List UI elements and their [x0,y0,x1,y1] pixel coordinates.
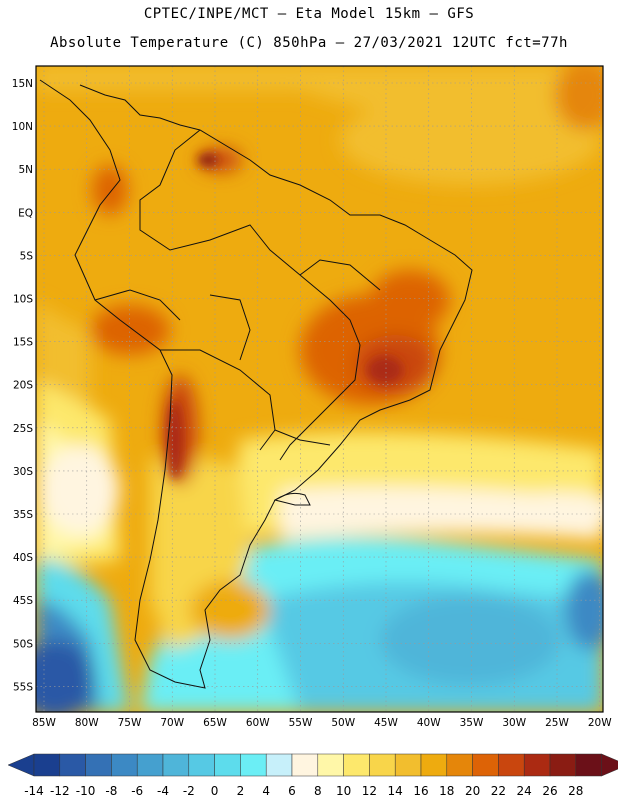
map-frame [35,65,604,713]
colorbar-swatch [59,753,86,777]
lon-label: 45W [374,717,398,729]
lat-label: 15S [13,337,33,349]
lat-label: 10S [13,294,33,306]
colorbar-label: 8 [314,784,322,798]
lat-label: 50S [13,638,33,650]
colorbar-swatch [291,753,319,777]
colorbar-label: -10 [76,784,96,798]
lat-label: 35S [13,509,33,521]
colorbar-swatch [446,753,473,777]
map-title-line-1: CPTEC/INPE/MCT – Eta Model 15km – GFS [143,6,475,22]
colorbar-swatch [317,753,344,777]
colorbar-label: 0 [211,784,219,798]
colorbar-label: 28 [568,784,583,798]
colorbar-left-arrow [7,753,35,777]
latitude-labels: 15N 10N 5N EQ 5S 10S 15S 20S 25S 30S 35S 40S 45S 50S 5… [12,78,34,693]
lat-label: 5N [18,164,33,176]
lat-label: 25S [13,423,33,435]
lon-label: 35W [460,717,484,729]
lon-label: 20W [588,717,612,729]
lat-label: 10N [12,121,33,133]
lon-label: 70W [160,717,184,729]
colorbar-label: 24 [517,784,532,798]
colorbar-swatch [33,753,61,777]
lat-label: 45S [13,595,33,607]
colorbar-swatch [162,753,190,777]
lon-label: 60W [246,717,270,729]
colorbar-swatch [265,753,293,777]
colorbar-label: -4 [157,784,169,798]
colorbar-swatch [111,753,138,777]
colorbar-label: 2 [237,784,245,798]
colorbar-label: -8 [105,784,117,798]
lon-label: 55W [289,717,313,729]
lon-label: 40W [417,717,441,729]
colorbar-label: 14 [388,784,403,798]
colorbar-label: -12 [50,784,70,798]
colorbar-label: 20 [465,784,480,798]
colorbar-swatch [575,753,602,777]
colorbar-swatch [240,753,267,777]
colorbar-swatch [394,753,422,777]
colorbar-label: -14 [24,784,44,798]
colorbar-swatch [369,753,396,777]
colorbar-label: -6 [131,784,143,798]
colorbar-swatch [420,753,448,777]
colorbar-swatch [214,753,241,777]
lon-label: 50W [331,717,355,729]
lon-label: 25W [545,717,569,729]
colorbar-swatch [523,753,551,777]
colorbar-label: 22 [491,784,506,798]
lon-label: 30W [502,717,526,729]
colorbar-swatch [136,753,164,777]
colorbar-right-arrow [601,753,618,777]
lat-label: EQ [18,207,33,219]
colorbar-swatch [472,753,499,777]
colorbar-swatch [85,753,112,777]
lat-label: 40S [13,552,33,564]
colorbar-label: 18 [439,784,454,798]
colorbar-swatch [188,753,215,777]
lon-label: 75W [118,717,142,729]
map-title-line-2: Absolute Temperature (C) 850hPa – 27/03/… [50,35,568,51]
lat-label: 55S [13,681,33,693]
coastline [39,79,473,689]
colorbar-label: 4 [262,784,270,798]
lon-label: 80W [75,717,99,729]
colorbar-swatch [549,753,577,777]
lon-label: 85W [32,717,56,729]
lat-label: 20S [13,380,33,392]
colorbar-swatch [343,753,370,777]
graticule [36,66,603,712]
colorbar-label: 16 [413,784,428,798]
colorbar-label: 10 [336,784,351,798]
lon-label: 65W [203,717,227,729]
colorbar-label: 12 [362,784,377,798]
lat-label: 5S [20,250,34,262]
colorbar: -14 -12 -10 -8 -6 -4 -2 0 2 4 6 8 10 12 14 16 18 20 22 24 26… [7,753,618,798]
colorbar-label: 26 [542,784,557,798]
colorbar-label: 6 [288,784,296,798]
lat-label: 15N [12,78,33,90]
longitude-labels: 85W 80W 75W 70W 65W 60W 55W 50W 45W 40W 35W 30W 25W 2… [32,717,612,729]
lat-label: 30S [13,466,33,478]
colorbar-swatch [498,753,525,777]
colorbar-label: -2 [183,784,195,798]
temperature-field [36,66,603,712]
